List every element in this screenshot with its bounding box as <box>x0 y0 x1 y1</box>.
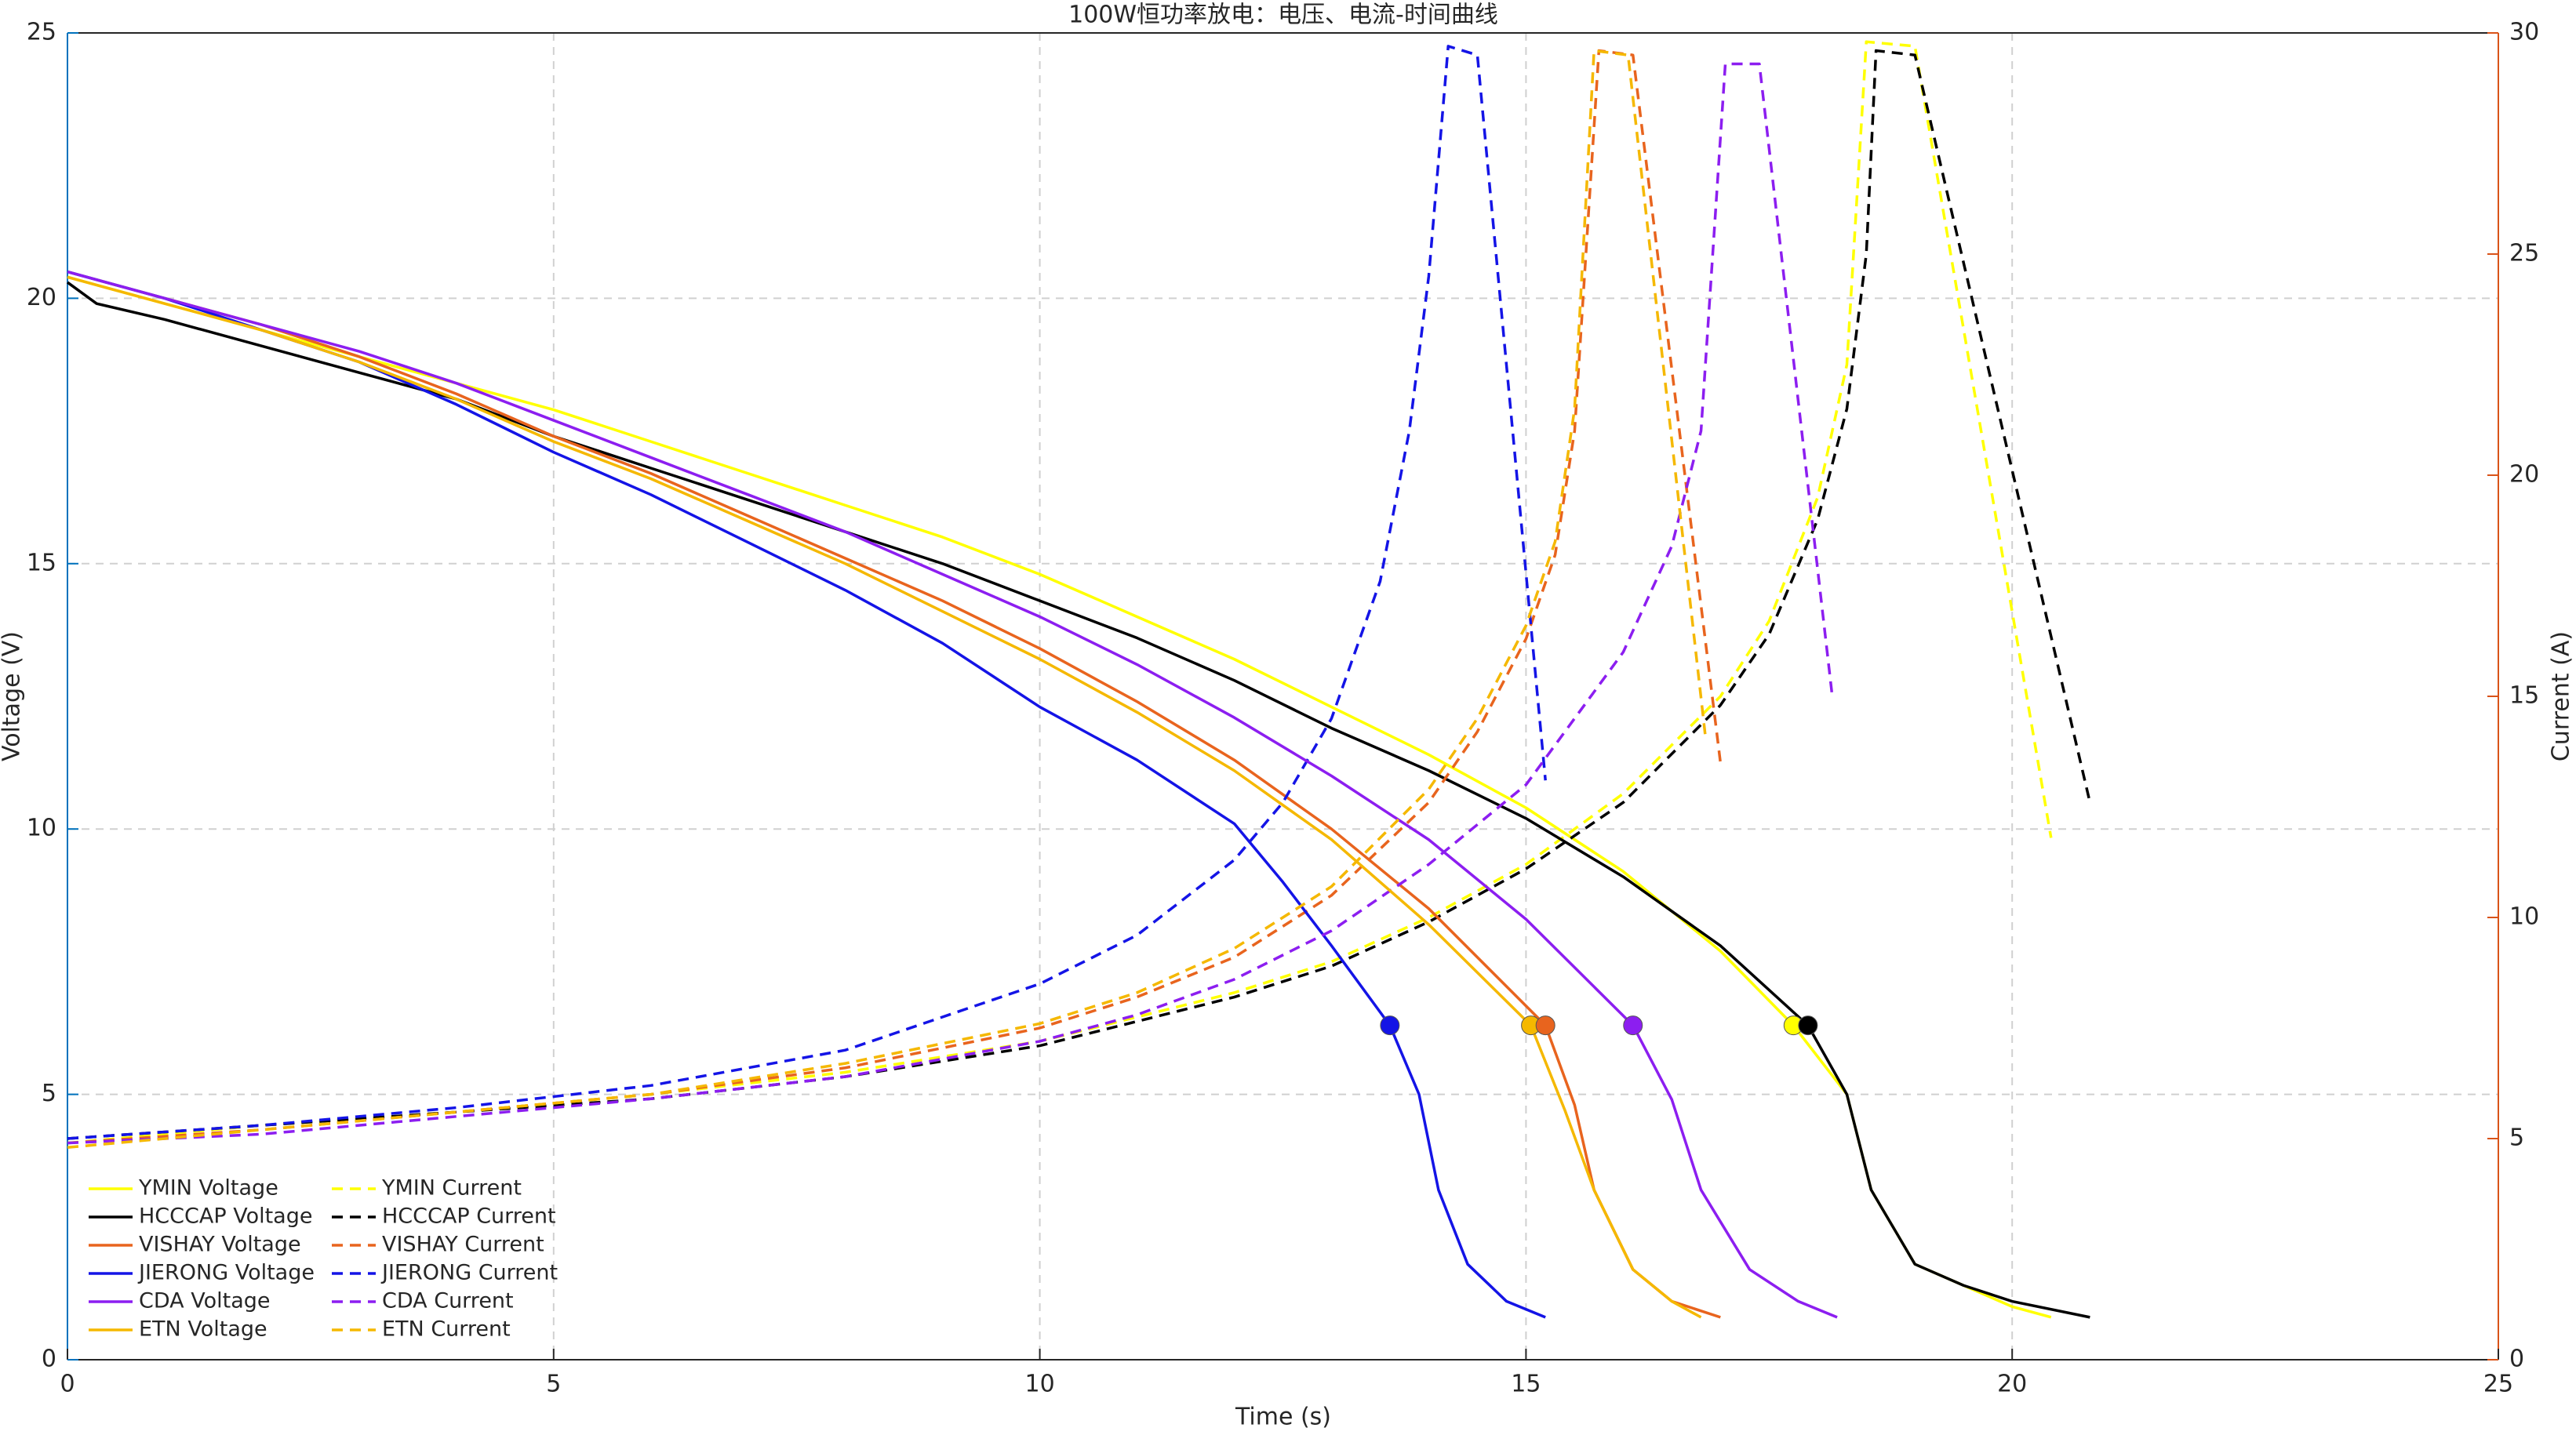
legend-label: CDA Voltage <box>139 1289 271 1313</box>
y-tick-label: 10 <box>27 815 56 842</box>
cutoff-marker <box>1380 1015 1400 1036</box>
legend-label: JIERONG Voltage <box>137 1261 315 1285</box>
legend-label: HCCCAP Voltage <box>139 1204 312 1229</box>
legend-label: VISHAY Current <box>382 1233 544 1257</box>
voltage-line <box>66 281 2090 1319</box>
x-tick-label: 20 <box>1997 1371 2027 1398</box>
cutoff-marker <box>1535 1015 1555 1036</box>
x-tick-label: 15 <box>1511 1371 1541 1398</box>
voltage-line <box>67 270 1546 1319</box>
voltage-line <box>67 270 1838 1319</box>
x-tick-label: 5 <box>546 1371 561 1398</box>
legend-label: ETN Current <box>382 1317 511 1342</box>
y-tick-label: 5 <box>42 1080 56 1107</box>
y-axis-label: Voltage (V) <box>0 631 26 761</box>
y-tick-label: 15 <box>27 549 56 576</box>
y2-tick-label: 5 <box>2509 1124 2524 1152</box>
x-tick-label: 25 <box>2483 1371 2513 1398</box>
legend-label: YMIN Current <box>381 1176 522 1201</box>
chart-title: 100W恒功率放电：电压、电流-时间曲线 <box>1068 2 1498 29</box>
x-axis-label: Time (s) <box>1235 1404 1331 1431</box>
legend-label: JIERONG Current <box>380 1261 558 1285</box>
current-line <box>67 45 1547 1140</box>
x-tick-label: 0 <box>60 1371 75 1398</box>
cutoff-marker <box>1798 1015 1818 1036</box>
legend-label: CDA Current <box>382 1289 514 1313</box>
legend-label: YMIN Voltage <box>138 1176 278 1201</box>
cutoff-marker <box>1623 1015 1643 1036</box>
y-tick-label: 0 <box>42 1346 56 1373</box>
y-tick-label: 25 <box>27 19 56 46</box>
y2-tick-label: 0 <box>2509 1346 2524 1373</box>
current-line <box>67 49 1708 1150</box>
y2-tick-label: 10 <box>2509 903 2539 931</box>
current-line <box>67 49 1723 1145</box>
y-tick-label: 20 <box>27 284 56 311</box>
voltage-line <box>67 275 1702 1319</box>
y2-tick-label: 25 <box>2509 240 2539 267</box>
legend-label: VISHAY Voltage <box>139 1233 301 1257</box>
current-line <box>67 40 2053 1145</box>
legend-label: HCCCAP Current <box>382 1204 556 1229</box>
x-tick-label: 10 <box>1025 1371 1055 1398</box>
voltage-line <box>67 270 1721 1319</box>
current-line <box>67 62 1834 1145</box>
y2-tick-label: 20 <box>2509 461 2539 489</box>
y2-tick-label: 30 <box>2509 19 2539 46</box>
legend-label: ETN Voltage <box>139 1317 267 1342</box>
y2-tick-label: 15 <box>2509 682 2539 710</box>
y2-axis-label: Current (A) <box>2548 631 2575 761</box>
